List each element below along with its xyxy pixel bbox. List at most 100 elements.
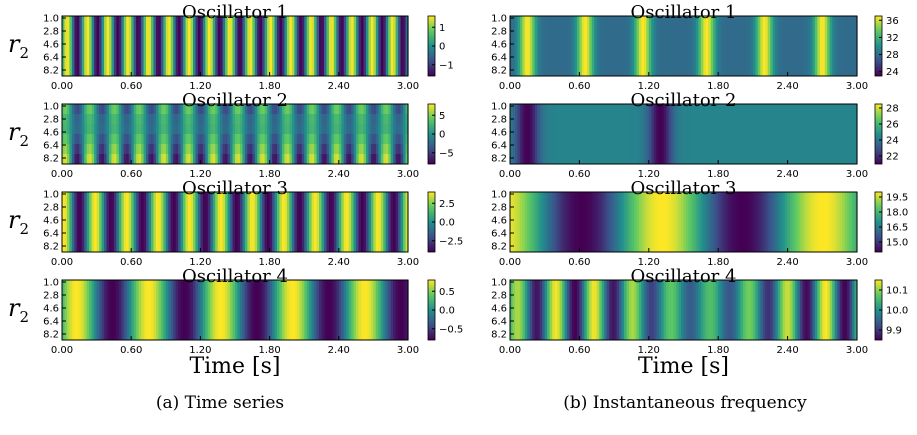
- y-tick-label: 4.6: [43, 128, 59, 139]
- heatmap-cell: [178, 192, 182, 253]
- x-tick-label: 0.00: [51, 345, 73, 356]
- x-tick-label: 1.20: [189, 81, 211, 92]
- heatmap-cell: [775, 192, 779, 253]
- heatmap-cell: [309, 16, 313, 77]
- heatmap-cell: [267, 104, 271, 115]
- heatmap-cell: [365, 154, 370, 165]
- heatmap-cell: [284, 114, 288, 125]
- heatmap-cell: [316, 154, 320, 165]
- heatmap-cell: [750, 192, 754, 253]
- heatmap-cell: [356, 144, 360, 155]
- heatmap-cell: [230, 144, 234, 155]
- heatmap-cell: [695, 192, 699, 253]
- heatmap-cell: [207, 144, 211, 155]
- heatmap-cell: [188, 134, 192, 145]
- x-tick-label: 1.80: [258, 169, 280, 180]
- heatmap-cell: [348, 192, 352, 253]
- x-axis-label: Time [s]: [638, 354, 729, 379]
- heatmap-cell: [225, 280, 229, 341]
- heatmap-cell: [321, 104, 325, 115]
- heatmap-cell: [380, 124, 384, 135]
- heatmap-cell: [854, 104, 858, 165]
- heatmap-cell: [328, 134, 332, 145]
- heatmap-cell: [262, 16, 266, 77]
- y-tick-label: 8.2: [43, 242, 59, 253]
- heatmap-cell: [212, 114, 216, 125]
- heatmap-cell: [395, 134, 399, 145]
- heatmap-cell: [76, 114, 80, 125]
- heatmap-cell: [616, 104, 620, 165]
- heatmap-cell: [153, 144, 157, 155]
- heatmap-cell: [215, 134, 219, 145]
- heatmap-cell: [121, 114, 125, 125]
- heatmap-cell: [178, 16, 182, 77]
- heatmap-cell: [126, 16, 130, 77]
- heatmap-cell: [66, 124, 71, 135]
- heatmap-cell: [390, 114, 394, 125]
- heatmap-cell: [633, 16, 638, 77]
- heatmap-cell: [336, 134, 340, 145]
- heatmap-cell: [351, 124, 355, 135]
- heatmap-cell: [328, 16, 332, 77]
- heatmap-cell: [542, 280, 546, 341]
- heatmap-cell: [529, 16, 533, 77]
- heatmap-cell: [549, 280, 553, 341]
- heatmap-cell: [264, 154, 268, 165]
- heatmap-cell: [817, 104, 821, 165]
- heatmap-cell: [584, 192, 588, 253]
- heatmap-cell: [341, 124, 345, 135]
- heatmap-cell: [133, 192, 137, 253]
- heatmap-cell: [272, 16, 276, 77]
- heatmap-cell: [723, 16, 727, 77]
- heatmap-cell: [812, 280, 816, 341]
- heatmap-cell: [336, 16, 340, 77]
- heatmap-cell: [567, 280, 571, 341]
- heatmap-cell: [230, 154, 234, 165]
- heatmap-cell: [673, 280, 677, 341]
- heatmap-cell: [281, 192, 286, 253]
- heatmap-cell: [155, 154, 159, 165]
- heatmap-cell: [653, 280, 657, 341]
- heatmap-cell: [671, 16, 675, 77]
- x-tick-label: 1.20: [638, 257, 660, 268]
- heatmap-cell: [272, 280, 276, 341]
- heatmap-cell: [403, 114, 407, 125]
- heatmap-cell: [576, 280, 580, 341]
- heatmap-cell: [624, 104, 628, 165]
- heatmap-cell: [790, 280, 794, 341]
- heatmap-cell: [661, 192, 665, 253]
- heatmap-cell: [279, 280, 283, 341]
- heatmap-cell: [757, 280, 761, 341]
- heatmap-cell: [262, 124, 266, 135]
- heatmap-cell: [202, 104, 206, 115]
- heatmap-cell: [116, 192, 120, 253]
- x-tick-label: 1.80: [707, 345, 729, 356]
- heatmap-cell: [562, 192, 566, 253]
- heatmap-cell: [210, 16, 214, 77]
- heatmap-cell: [74, 124, 78, 135]
- heatmap-cell: [663, 104, 667, 165]
- heatmap-cell: [358, 144, 362, 155]
- heatmap-cell: [676, 192, 680, 253]
- heatmap-cell: [232, 124, 236, 135]
- heatmap-cell: [847, 104, 851, 165]
- heatmap-cell: [375, 192, 379, 253]
- heatmap-cell: [363, 280, 367, 341]
- heatmap-cell: [108, 154, 113, 165]
- heatmap-cell: [227, 154, 231, 165]
- heatmap-cell: [116, 114, 120, 125]
- y-tick-label: 1.0: [491, 14, 507, 25]
- heatmap-cell: [227, 144, 231, 155]
- heatmap-cell: [294, 104, 298, 115]
- heatmap-cell: [160, 144, 164, 155]
- heatmap-cell: [160, 114, 164, 125]
- heatmap-cell: [328, 280, 332, 341]
- heatmap-cell: [113, 104, 117, 115]
- x-tick-label: 2.40: [328, 345, 350, 356]
- heatmap-cell: [395, 154, 399, 165]
- heatmap-cell: [333, 114, 337, 125]
- heatmap-cell: [269, 114, 273, 125]
- heatmap-cell: [180, 124, 184, 135]
- heatmap-cell: [230, 134, 234, 145]
- heatmap-cell: [383, 16, 387, 77]
